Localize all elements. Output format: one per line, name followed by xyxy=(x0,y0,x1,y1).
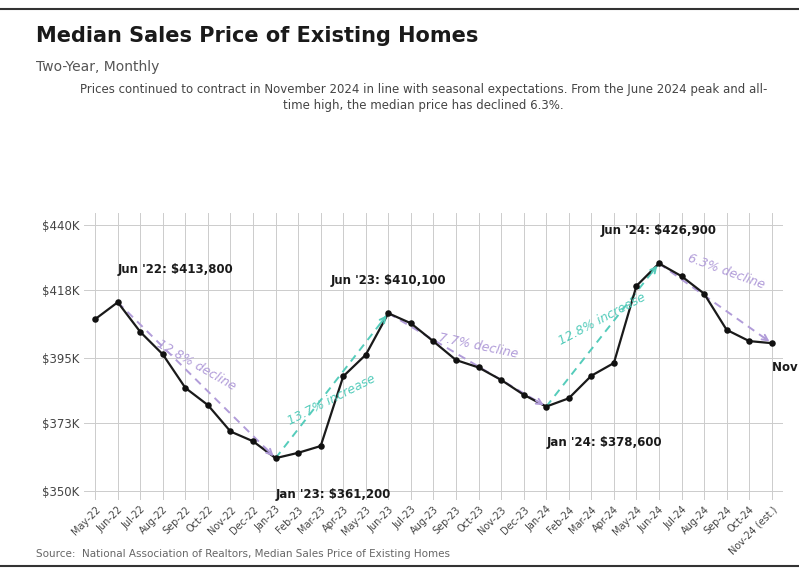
Text: Jan '23: $361,200: Jan '23: $361,200 xyxy=(276,488,391,501)
Point xyxy=(292,448,304,458)
Point xyxy=(653,259,666,268)
Point xyxy=(517,390,530,399)
Point xyxy=(765,339,778,348)
Point xyxy=(314,442,327,451)
Point xyxy=(269,454,282,463)
Point xyxy=(360,350,372,359)
Text: 7.7% decline: 7.7% decline xyxy=(438,331,519,361)
Point xyxy=(224,427,237,436)
Text: Nov '24: $400,000: Nov '24: $400,000 xyxy=(772,361,799,374)
Text: Jun '24: $426,900: Jun '24: $426,900 xyxy=(601,224,717,237)
Text: 12.8% increase: 12.8% increase xyxy=(557,291,649,348)
Point xyxy=(540,402,553,411)
Point xyxy=(630,281,643,290)
Text: 12.8% decline: 12.8% decline xyxy=(155,338,238,393)
Point xyxy=(698,289,710,298)
Text: Median Sales Price of Existing Homes: Median Sales Price of Existing Homes xyxy=(36,26,479,46)
Point xyxy=(585,371,598,381)
Point xyxy=(562,394,575,403)
Text: Two-Year, Monthly: Two-Year, Monthly xyxy=(36,60,159,74)
Text: time high, the median price has declined 6.3%.: time high, the median price has declined… xyxy=(283,99,564,112)
Point xyxy=(720,325,733,335)
Point xyxy=(675,271,688,281)
Point xyxy=(495,375,507,385)
Point xyxy=(337,372,350,381)
Point xyxy=(404,319,417,328)
Point xyxy=(472,363,485,372)
Text: Prices continued to contract in November 2024 in line with seasonal expectations: Prices continued to contract in November… xyxy=(80,83,767,97)
Point xyxy=(89,315,101,324)
Point xyxy=(247,436,260,446)
Point xyxy=(743,336,756,346)
Point xyxy=(450,355,463,365)
Text: Jan '24: $378,600: Jan '24: $378,600 xyxy=(547,436,662,449)
Point xyxy=(157,350,169,359)
Text: 6.3% decline: 6.3% decline xyxy=(686,252,767,292)
Point xyxy=(201,401,214,410)
Text: Jun '22: $413,800: Jun '22: $413,800 xyxy=(117,263,233,275)
Text: Source:  National Association of Realtors, Median Sales Price of Existing Homes: Source: National Association of Realtors… xyxy=(36,549,450,559)
Point xyxy=(111,298,124,307)
Point xyxy=(607,358,620,367)
Point xyxy=(382,309,395,318)
Text: 13.7% increase: 13.7% increase xyxy=(286,371,378,427)
Point xyxy=(134,327,147,336)
Point xyxy=(427,337,439,346)
Point xyxy=(179,384,192,393)
Text: Jun '23: $410,100: Jun '23: $410,100 xyxy=(331,274,446,286)
